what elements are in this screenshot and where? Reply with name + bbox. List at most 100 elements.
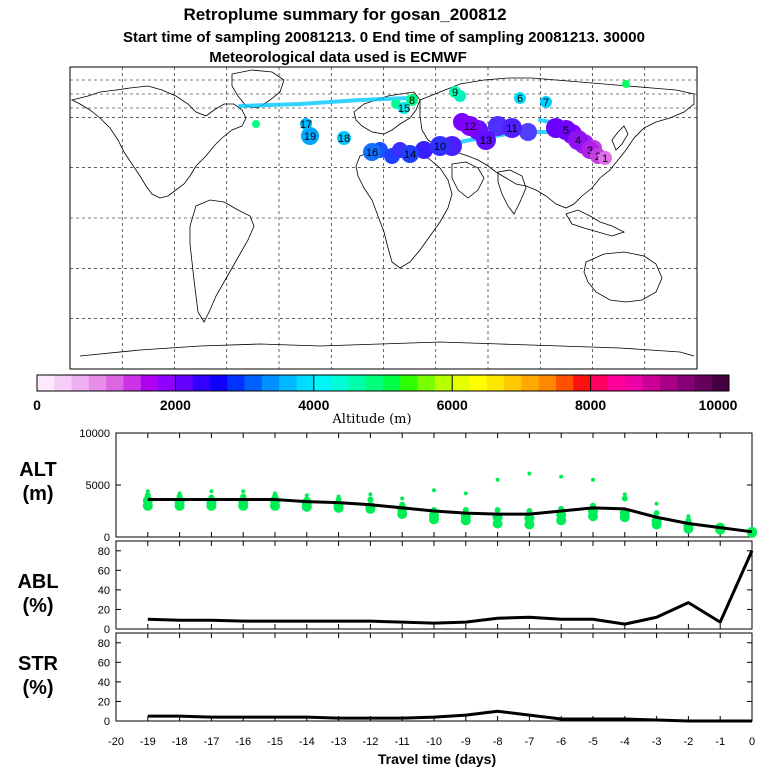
colorbar-tick-label: 10000	[699, 397, 738, 413]
y-tick-label: 0	[104, 716, 110, 728]
colorbar-cell	[642, 375, 661, 391]
colorbar-cell	[434, 375, 453, 391]
panel-1: 0 20 40 60 80	[98, 540, 754, 636]
colorbar-frame	[36, 374, 730, 392]
trajectory-marker-label: 12	[464, 121, 476, 133]
y-tick-label: 80	[98, 546, 110, 558]
colorbar-cell	[140, 375, 159, 391]
japan-outline	[611, 125, 629, 151]
x-tick-label: -3	[652, 736, 662, 748]
x-tick-label: -16	[235, 736, 251, 748]
x-axis-label: Travel time (days)	[378, 751, 496, 767]
x-tick-label: -4	[620, 736, 630, 748]
alt-panel-label: ALT	[19, 459, 56, 481]
colorbar-cell	[677, 375, 695, 391]
colorbar-cell	[573, 375, 591, 391]
alt-scatter-point	[686, 514, 691, 519]
trajectory-marker	[363, 143, 381, 161]
y-tick-label: 40	[98, 585, 110, 597]
alt-scatter-point	[176, 493, 183, 500]
x-tick-label: -7	[525, 736, 535, 748]
colorbar-tick-label: 2000	[160, 397, 191, 413]
colorbar-cells	[37, 375, 730, 391]
alt-scatter-point	[241, 489, 246, 494]
colorbar-cell	[383, 375, 401, 391]
colorbar-tick-label: 6000	[437, 397, 468, 413]
india-outline	[497, 169, 527, 215]
asia-outline	[419, 77, 695, 209]
alt-scatter-point	[177, 491, 182, 496]
colorbar-cell	[694, 375, 712, 391]
x-tick-label: -5	[588, 736, 598, 748]
y-tick-label: 60	[98, 565, 110, 577]
trajectory-marker-label: 7	[543, 97, 549, 109]
x-tick-label: -2	[684, 736, 694, 748]
trajectory-marker	[337, 131, 351, 145]
sea-islands-outline	[565, 209, 626, 237]
panel-frame	[115, 632, 753, 722]
trajectory-marker-label: 15	[398, 103, 410, 115]
alt-scatter-point	[524, 513, 535, 524]
alt-panel-unit: (m)	[22, 483, 53, 505]
x-tick-label: -1	[715, 736, 725, 748]
alt-scatter-point	[621, 495, 628, 502]
y-tick-label: 20	[98, 696, 110, 708]
plume-blob	[519, 123, 537, 141]
x-tick-label: -13	[331, 736, 347, 748]
x-tick-label: -14	[299, 736, 315, 748]
alt-scatter-point	[272, 493, 278, 500]
trajectory-marker-label: 5	[563, 125, 569, 137]
trajectory-marker-label: 18	[338, 133, 350, 145]
trajectory-marker-label: 16	[366, 147, 378, 159]
colorbar-cell	[54, 375, 72, 391]
colorbar-cell	[538, 375, 557, 391]
colorbar-cell	[296, 375, 315, 391]
plume-blob	[415, 141, 433, 159]
x-tick-label: -11	[395, 736, 410, 748]
colorbar-cell	[452, 375, 470, 391]
colorbar-cell	[556, 375, 574, 391]
colorbar-cell	[106, 375, 124, 391]
trajectory-marker-label: 9	[452, 87, 458, 99]
series-line	[147, 498, 753, 534]
colorbar-cell	[192, 375, 211, 391]
trajectory-marker	[449, 86, 461, 98]
altitude-colorbar: 0 2000 4000 6000 8000 10000 Altitude (m)	[33, 374, 738, 427]
colorbar-cell	[711, 375, 730, 391]
alt-scatter-point	[432, 488, 436, 493]
colorbar-cell	[88, 375, 107, 391]
colorbar-cell	[400, 375, 418, 391]
y-tick-label: 20	[98, 604, 110, 616]
x-tick-label: -12	[362, 736, 378, 748]
alt-scatter-point	[144, 492, 151, 499]
x-tick-label: -17	[203, 736, 219, 748]
trajectory-marker	[398, 102, 410, 114]
trajectory-marker	[300, 118, 312, 130]
colorbar-cell	[417, 375, 436, 391]
trajectory-marker-label: 19	[304, 131, 316, 143]
colorbar-cell	[227, 375, 245, 391]
colorbar-cell	[279, 375, 297, 391]
trajectory-marker	[540, 96, 552, 108]
alt-scatter-point	[209, 489, 214, 494]
trajectory-marker-label: 3	[587, 145, 593, 157]
colorbar-cell	[607, 375, 626, 391]
alt-scatter-point	[462, 506, 469, 513]
trajectory-marker-label: 2	[595, 151, 601, 163]
y-tick-label: 0	[104, 624, 110, 636]
abl-panel-unit: (%)	[22, 595, 53, 617]
x-tick-label: -6	[556, 736, 566, 748]
arabia-outline	[451, 161, 485, 199]
x-tick-label: -19	[140, 736, 156, 748]
series-line	[147, 550, 754, 626]
colorbar-cell	[37, 375, 55, 391]
abl-panel-label: ABL	[17, 571, 58, 593]
map-grid	[70, 67, 697, 369]
trajectory-marker	[406, 94, 418, 106]
alt-scatter-point	[367, 496, 374, 503]
alt-scatter-point	[559, 474, 564, 479]
alt-scatter-point	[654, 501, 659, 506]
alt-scatter-point	[591, 477, 595, 482]
colorbar-cell	[659, 375, 678, 391]
y-tick-label: 40	[98, 677, 110, 689]
